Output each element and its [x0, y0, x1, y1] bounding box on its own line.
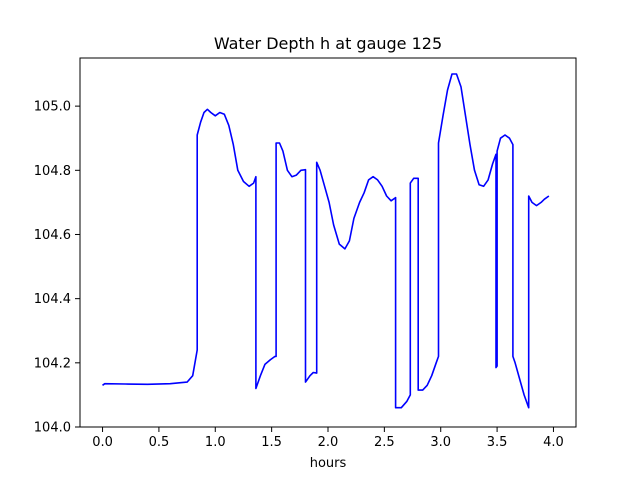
ticks-layer: 0.0 0.5 1.0 1.5 2.0 2.5 3.0 3.5 4.0 104.0 104.2 104…: [34, 100, 564, 450]
x-tick-label: 1.5: [261, 435, 282, 450]
x-tick-label: 3.5: [487, 435, 508, 450]
y-tick-label: 104.6: [34, 228, 71, 243]
axes-frame: [79, 57, 577, 428]
x-tick-label: 1.0: [205, 435, 226, 450]
y-tick-label: 104.4: [34, 292, 71, 307]
series-line: [102, 73, 550, 409]
x-tick-label: 4.0: [543, 435, 564, 450]
y-tick-label: 104.0: [34, 421, 71, 436]
x-tick-label: 2.5: [374, 435, 395, 450]
plot-area: [80, 58, 576, 427]
chart-title: Water Depth h at gauge 125: [214, 34, 442, 53]
x-tick-label: 2.0: [318, 435, 339, 450]
x-tick-label: 0.0: [92, 435, 113, 450]
y-tick-label: 104.2: [34, 356, 71, 371]
y-tick-label: 105.0: [34, 100, 71, 115]
y-tick-label: 104.8: [34, 164, 71, 179]
series-layer: [102, 73, 550, 409]
x-tick-label: 3.0: [430, 435, 451, 450]
x-tick-label: 0.5: [149, 435, 170, 450]
x-axis-label: hours: [310, 456, 347, 471]
